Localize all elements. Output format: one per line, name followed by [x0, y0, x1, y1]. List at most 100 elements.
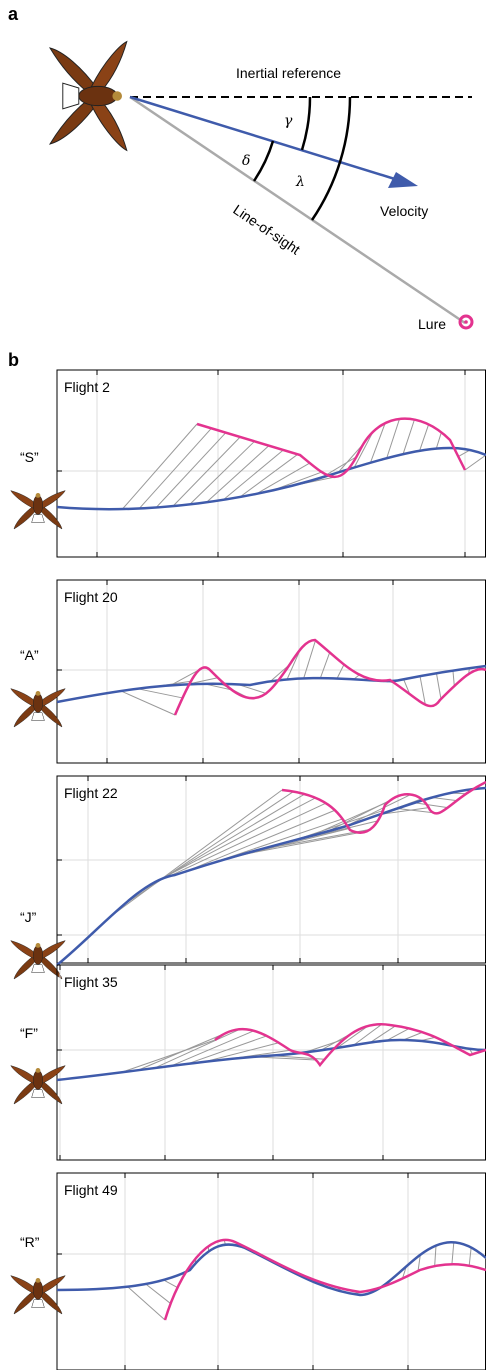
hawk-trajectory [56, 1038, 486, 1082]
line-of-sight [417, 1254, 421, 1272]
panel-label: a [8, 4, 19, 24]
line-of-sight [345, 794, 411, 827]
lambda-arc [310, 96, 352, 221]
line-of-sight [403, 679, 411, 695]
hawk-trajectory [56, 446, 486, 511]
gamma-label: γ [284, 113, 293, 129]
line-of-sight [172, 436, 241, 507]
line-of-sight [336, 1025, 369, 1049]
bird-name: “F” [20, 1025, 38, 1041]
lure-label: Lure [418, 316, 446, 332]
panel-frame [56, 579, 486, 764]
line-of-sight [222, 449, 284, 501]
line-of-sight [353, 1023, 383, 1046]
flight-panel: Flight 20 “A” [10, 579, 486, 764]
line-of-sight [138, 427, 212, 509]
lure-dot [464, 320, 468, 324]
line-of-sight [122, 423, 198, 510]
delta-label: δ [242, 153, 250, 169]
line-of-sight [319, 652, 331, 679]
line-of-sight [419, 424, 430, 451]
gamma-arc [300, 96, 312, 151]
hawk-trajectory [56, 1241, 486, 1297]
line-of-sight [419, 676, 426, 705]
line-of-sight [432, 797, 457, 802]
line-of-sight-label: Line-of-sight [230, 201, 303, 257]
panel-label: b [8, 350, 19, 370]
bird-name: “S” [20, 449, 39, 465]
flight-panel: Flight 49 “R” [10, 1172, 486, 1370]
line-of-sight [239, 832, 360, 856]
lambda-label: λ [295, 174, 305, 190]
line-of-sight [137, 1032, 227, 1071]
line-of-sight [256, 462, 310, 495]
line-of-sight [369, 1025, 396, 1044]
bird-name: “R” [20, 1234, 40, 1250]
lure-trajectory [196, 417, 467, 479]
lure-trajectory [163, 1238, 486, 1321]
line-of-sight [451, 1242, 455, 1265]
velocity-arrowhead [388, 172, 418, 188]
flight-panel: Flight 2 “S” [10, 369, 486, 558]
line-of-sight [239, 453, 299, 498]
line-of-sight [189, 440, 255, 505]
bird-name: “A” [20, 647, 39, 663]
line-of-sight [435, 432, 442, 449]
line-of-sight [206, 445, 270, 503]
line-of-sight [256, 828, 371, 851]
line-of-sight [122, 791, 294, 906]
line-of-sight [204, 1042, 279, 1063]
line-of-sight [379, 807, 429, 815]
line-of-sight [402, 419, 415, 455]
line-of-sight [369, 422, 386, 463]
line-of-sight [237, 683, 267, 694]
lure-trajectory [281, 780, 486, 834]
line-of-sight [452, 670, 455, 687]
line-of-sight [414, 802, 448, 809]
line-of-sight [434, 1245, 437, 1267]
panel-frame [56, 964, 486, 1161]
line-of-sight [468, 1247, 472, 1266]
flight-title: Flight 49 [64, 1182, 118, 1198]
lure-icon [458, 314, 474, 330]
flight-title: Flight 20 [64, 589, 118, 605]
line-of-sight [353, 431, 374, 468]
line-of-sight [169, 802, 327, 877]
lure-trajectory [173, 638, 486, 716]
panel-frame [56, 369, 486, 558]
delta-arc [252, 140, 275, 182]
line-of-sight [129, 95, 466, 325]
line-of-sight [187, 1035, 267, 1065]
panel-frame [56, 1172, 486, 1370]
inertial-reference-label: Inertial reference [236, 65, 341, 81]
line-of-sight [137, 688, 183, 699]
line-of-sight [109, 789, 283, 918]
velocity-vector [129, 95, 399, 182]
line-of-sight [154, 1028, 241, 1069]
bird-name: “J” [20, 909, 37, 925]
line-of-sight [155, 432, 227, 508]
line-of-sight [170, 1030, 255, 1067]
line-of-sight [163, 1279, 178, 1289]
line-of-sight [145, 1283, 171, 1304]
hawk-trajectory [56, 664, 486, 704]
line-of-sight [403, 1031, 423, 1041]
line-of-sight [186, 809, 336, 872]
bird-icon [49, 40, 128, 152]
line-of-sight [337, 443, 364, 473]
line-of-sight [336, 664, 345, 679]
line-of-sight [303, 640, 316, 679]
line-of-sight [458, 449, 471, 457]
flight-panels: Flight 2“S”Flight 20“A”Flight 22“J”Fligh… [10, 369, 486, 1370]
flight-panel: Flight 22 “J” [10, 775, 486, 980]
flight-title: Flight 22 [64, 785, 118, 801]
line-of-sight [152, 797, 316, 884]
line-of-sight [435, 673, 442, 700]
hawk-trajectory [56, 786, 486, 966]
flight-panel: Flight 35 “F” [10, 964, 486, 1161]
line-of-sight [386, 1028, 410, 1042]
lure-trajectory [214, 1022, 486, 1068]
line-of-sight [120, 690, 176, 716]
line-of-sight [121, 1039, 216, 1073]
